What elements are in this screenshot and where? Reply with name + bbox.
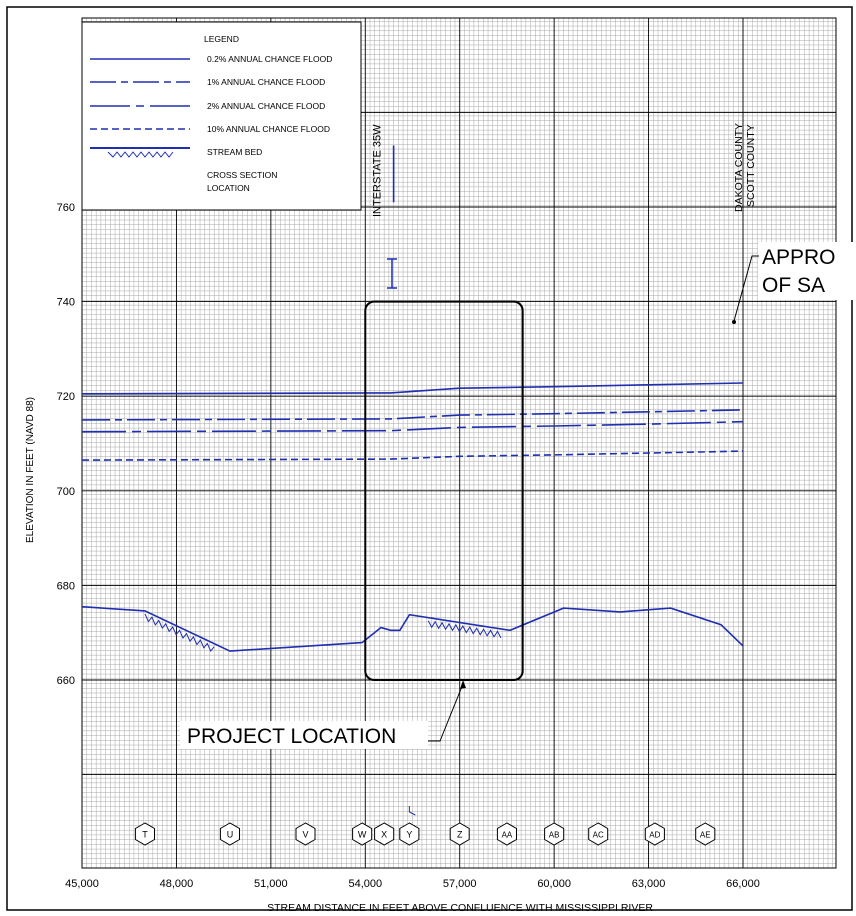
chart-annotations: 45,000 48,000 51,000 54,000 57,000 60,000 63,0… (57, 123, 856, 890)
cross-section-label: AE (700, 831, 711, 840)
y-tick-label: 660 (57, 675, 75, 687)
boundary-callout-leader (733, 255, 759, 322)
legend-label-0-2-pct: 0.2% ANNUAL CHANCE FLOOD (207, 54, 332, 64)
series-line-stream-bed (81, 605, 744, 652)
cross-section-marker (695, 822, 716, 846)
cross-section-label: W (358, 830, 367, 840)
cross-section-marker (644, 822, 665, 846)
legend-label-10-pct: 10% ANNUAL CHANCE FLOOD (207, 124, 330, 134)
cross-section-label: V (302, 830, 308, 840)
project-location-leader (428, 683, 464, 742)
cross-section-marker (134, 822, 155, 846)
x-tick-label: 63,000 (632, 878, 666, 890)
y-tick-label: 760 (57, 202, 75, 214)
cross-section-label: AD (649, 831, 660, 840)
cross-section-marker (374, 822, 395, 846)
legend-swatch-hatch (107, 151, 174, 158)
project-location-label: PROJECT LOCATION (187, 725, 396, 748)
x-tick-label: 60,000 (537, 878, 571, 890)
y-tick-label: 740 (57, 297, 75, 309)
cross-section-marker (219, 822, 240, 846)
cross-section-label: Y (406, 830, 412, 840)
y-tick-label: 680 (57, 580, 75, 592)
outer-border (6, 6, 853, 911)
bridge-symbol (387, 258, 397, 289)
series-line-1-annual-chance-flood (81, 409, 744, 421)
x-tick-label: 48,000 (160, 878, 194, 890)
cross-section-label: AC (593, 831, 604, 840)
x-tick-label: 66,000 (726, 878, 760, 890)
cross-section-marker (496, 822, 517, 846)
cross-section-label: X (381, 830, 387, 840)
cross-section-marker (295, 822, 316, 846)
cross-section-marker (449, 822, 470, 846)
plot-area-border (81, 17, 837, 869)
stream-bed-hatching (144, 613, 502, 653)
cross-section-marker (399, 822, 420, 846)
cross-section-label: U (227, 830, 234, 840)
x-tick-label: 51,000 (254, 878, 288, 890)
cross-section-marker (588, 822, 609, 846)
cross-section-marker (544, 822, 565, 846)
boundary-callout-line-1: APPRO (762, 246, 836, 269)
boundary-callout-bg (758, 242, 856, 300)
x-tick-label: 57,000 (443, 878, 477, 890)
y-tick-label: 700 (57, 486, 75, 498)
series-line-0-2-annual-chance-flood (81, 382, 744, 395)
cross-section-y-tick (408, 806, 416, 816)
x-tick-label: 54,000 (348, 878, 382, 890)
legend-label-2-pct: 2% ANNUAL CHANCE FLOOD (207, 101, 325, 111)
stream-bed-hatch (144, 613, 215, 653)
cross-section-label: AA (502, 831, 513, 840)
y-tick-label: 720 (57, 391, 75, 403)
boundary-callout-line-2: OF SA (762, 274, 825, 297)
chart-series (81, 382, 744, 652)
x-tick-label: 45,000 (65, 878, 99, 890)
cross-section-label: AB (549, 831, 560, 840)
x-axis-label: STREAM DISTANCE IN FEET ABOVE CONFLUENCE… (267, 902, 653, 914)
cross-section-marker (352, 822, 373, 846)
boundary-callout-dot (732, 320, 736, 324)
legend-label-1-pct: 1% ANNUAL CHANCE FLOOD (207, 77, 325, 87)
y-axis-label: ELEVATION IN FEET (NAVD 88) (25, 397, 36, 543)
series-line-2-annual-chance-flood (81, 420, 744, 433)
county-label-dakota: DAKOTA COUNTY (733, 123, 745, 212)
legend-box (81, 21, 362, 211)
cross-section-label: T (142, 830, 148, 840)
project-location-arrowhead (460, 680, 466, 689)
legend: LEGEND 0.2% ANNUAL CHANCE FLOOD 1% ANNUA… (81, 21, 362, 211)
project-location-label-bg (180, 721, 428, 749)
series-line-10-annual-chance-flood (81, 450, 744, 461)
project-location-box (364, 300, 524, 681)
legend-label-cross-section: CROSS SECTION LOCATION (207, 170, 277, 193)
legend-label-stream-bed: STREAM BED (207, 147, 262, 157)
cross-section-label: Z (457, 830, 463, 840)
legend-title: LEGEND (204, 34, 239, 44)
interstate-label: INTERSTATE 35W (372, 124, 384, 217)
county-label-scott: SCOTT COUNTY (745, 124, 757, 207)
stream-bed-hatch (427, 620, 502, 639)
